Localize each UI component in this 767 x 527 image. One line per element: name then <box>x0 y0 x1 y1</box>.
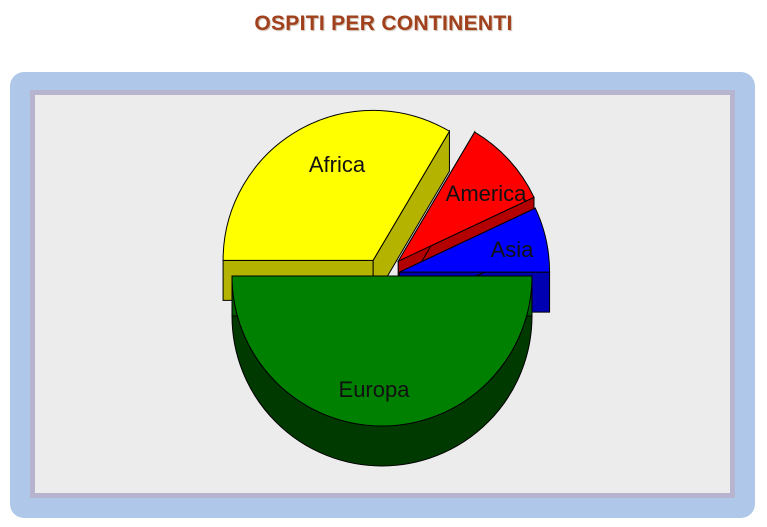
slice-europa: Europa <box>231 275 533 467</box>
slice-label-asia: Asia <box>491 237 535 262</box>
slice-label-america: America <box>446 181 527 206</box>
slice-label-europa: Europa <box>339 377 411 402</box>
slice-label-africa: Africa <box>309 152 366 177</box>
chart-title: OSPITI PER CONTINENTI <box>254 12 513 35</box>
